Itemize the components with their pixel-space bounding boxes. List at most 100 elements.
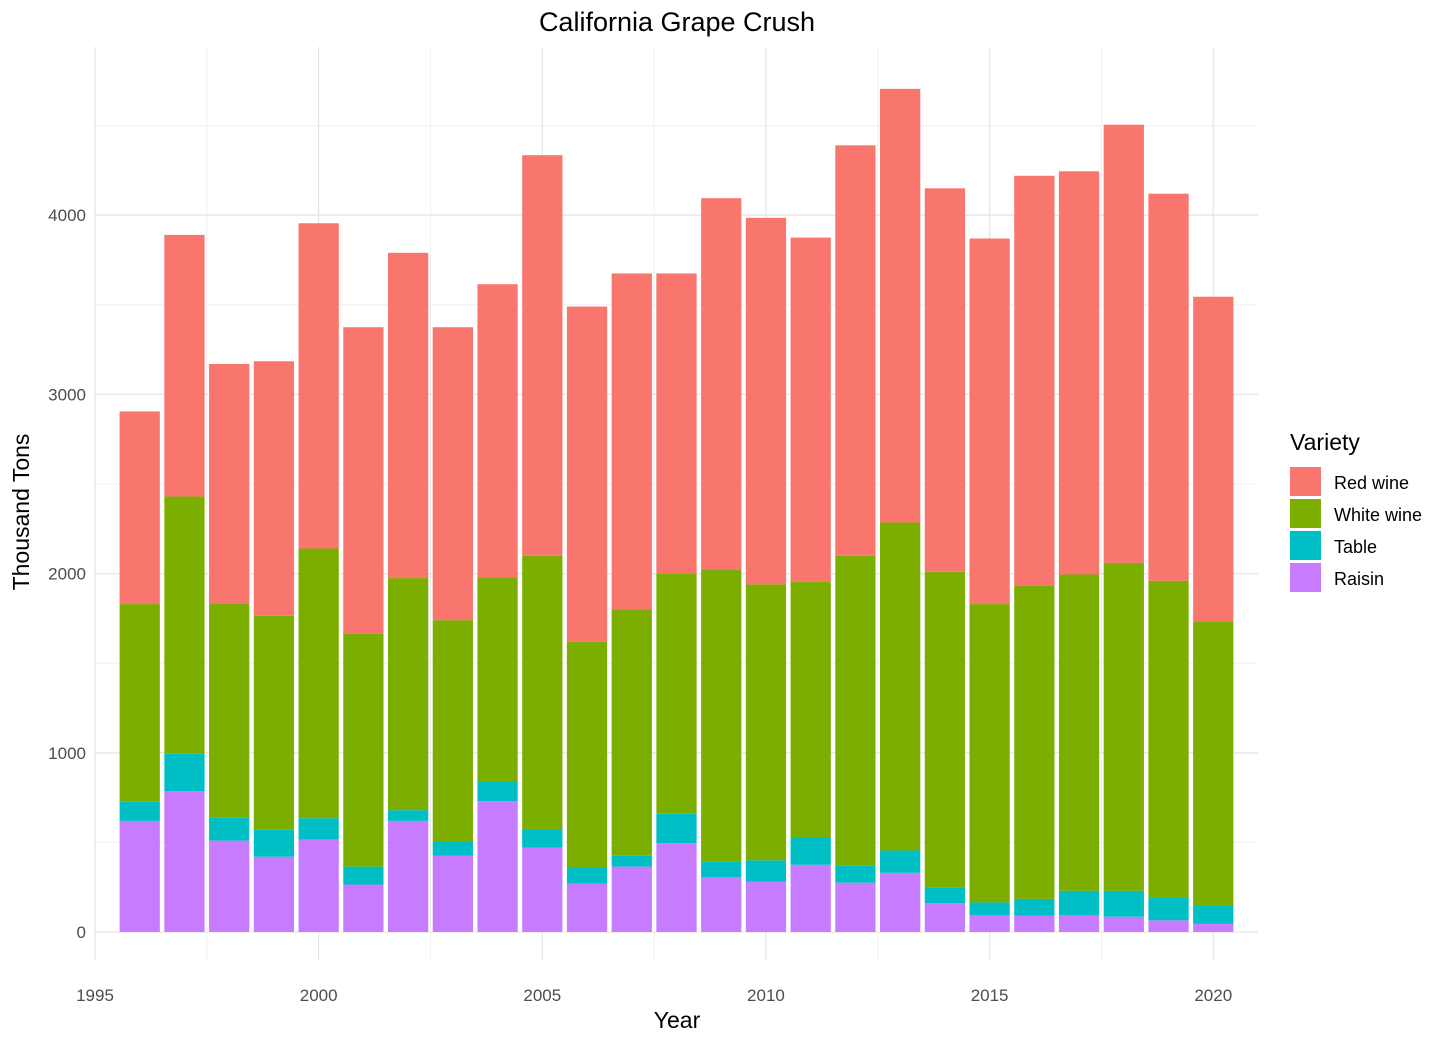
bar-table-2005 (522, 828, 563, 848)
bar-raisin-2002 (387, 820, 429, 932)
legend-label-raisin: Raisin (1334, 569, 1384, 589)
bar-red-wine-2014 (924, 188, 966, 572)
bar-white-wine-2005 (522, 555, 563, 829)
bar-table-2002 (387, 810, 429, 821)
bar-table-1999 (253, 829, 295, 857)
bar-table-2018 (1103, 890, 1144, 917)
bar-white-wine-2018 (1103, 562, 1144, 891)
bar-white-wine-2017 (1058, 574, 1100, 891)
bar-red-wine-2002 (387, 252, 429, 579)
legend-label-white-wine: White wine (1334, 505, 1422, 525)
bar-table-2003 (432, 841, 473, 856)
bar-red-wine-2004 (477, 284, 518, 578)
bar-table-2019 (1148, 897, 1189, 921)
bar-white-wine-2013 (880, 522, 921, 851)
bar-red-wine-2001 (343, 327, 384, 634)
bar-white-wine-2007 (611, 609, 652, 856)
bar-red-wine-1997 (164, 234, 205, 497)
bar-raisin-2012 (835, 882, 876, 932)
x-tick-label: 2000 (300, 986, 338, 1005)
bar-raisin-2020 (1193, 923, 1234, 932)
legend-swatch-white-wine (1290, 499, 1321, 528)
legend: Variety Red wine White wine Table Raisin (1290, 429, 1422, 592)
bar-raisin-2017 (1058, 914, 1100, 932)
bars-layer (119, 88, 1234, 932)
bar-table-2000 (298, 818, 339, 840)
bar-table-2001 (343, 866, 384, 885)
bar-red-wine-2018 (1103, 124, 1144, 563)
legend-label-table: Table (1334, 537, 1377, 557)
bar-table-2015 (969, 902, 1010, 915)
bar-white-wine-2003 (432, 620, 473, 842)
bar-table-2004 (477, 781, 518, 802)
x-tick-labels: 1995 2000 2005 2010 2015 2020 (76, 986, 1232, 1005)
bar-red-wine-2010 (745, 217, 787, 585)
y-tick-label: 0 (77, 923, 86, 942)
bar-table-2006 (566, 867, 608, 884)
bar-raisin-2016 (1014, 915, 1055, 932)
bar-white-wine-2002 (387, 578, 429, 811)
bar-table-1998 (209, 817, 250, 841)
legend-label-red-wine: Red wine (1334, 473, 1409, 493)
bar-red-wine-2009 (701, 198, 742, 571)
bar-raisin-1999 (253, 856, 295, 932)
bar-raisin-2001 (343, 884, 384, 932)
bar-red-wine-2008 (656, 273, 697, 574)
bar-red-wine-2003 (432, 327, 473, 621)
x-axis-title: Year (654, 1007, 701, 1033)
bar-table-1997 (164, 753, 205, 792)
legend-swatch-raisin (1290, 563, 1321, 592)
bar-table-1996 (119, 801, 160, 821)
bar-table-2020 (1193, 906, 1234, 924)
bar-white-wine-2006 (566, 641, 608, 868)
bar-raisin-2019 (1148, 920, 1189, 932)
bar-raisin-2018 (1103, 916, 1144, 932)
bar-red-wine-2019 (1148, 193, 1189, 581)
legend-swatch-red-wine (1290, 467, 1321, 496)
chart-title: California Grape Crush (539, 7, 815, 37)
bar-white-wine-2019 (1148, 580, 1189, 898)
bar-table-2009 (701, 861, 742, 878)
y-tick-label: 4000 (48, 206, 86, 225)
bar-red-wine-2016 (1014, 175, 1055, 586)
bar-table-2016 (1014, 898, 1055, 916)
bar-raisin-2006 (566, 883, 608, 932)
bar-table-2010 (745, 860, 787, 882)
bar-white-wine-2008 (656, 573, 697, 814)
bar-raisin-2004 (477, 801, 518, 932)
bar-raisin-1996 (119, 820, 160, 932)
bar-white-wine-1999 (253, 615, 295, 830)
bar-raisin-2007 (611, 866, 652, 932)
bar-white-wine-2016 (1014, 585, 1055, 899)
bar-raisin-2010 (745, 881, 787, 932)
bar-white-wine-2014 (924, 571, 966, 888)
legend-swatch-table (1290, 531, 1321, 560)
bar-table-2011 (790, 837, 831, 865)
bar-raisin-2005 (522, 847, 563, 932)
bar-table-2012 (835, 865, 876, 883)
bar-white-wine-2020 (1193, 621, 1234, 907)
bar-white-wine-2011 (790, 581, 831, 838)
x-tick-label: 2005 (523, 986, 561, 1005)
bar-white-wine-1996 (119, 604, 160, 802)
bar-red-wine-2006 (566, 306, 608, 642)
bar-white-wine-2000 (298, 548, 339, 819)
bar-raisin-2013 (880, 872, 921, 932)
bar-table-2017 (1058, 890, 1100, 915)
bar-red-wine-2011 (790, 237, 831, 582)
bar-table-2007 (611, 855, 652, 867)
bar-white-wine-2009 (701, 570, 742, 862)
bar-raisin-2009 (701, 877, 742, 932)
bar-raisin-1997 (164, 791, 205, 932)
bar-raisin-2008 (656, 843, 697, 932)
bar-white-wine-2001 (343, 633, 384, 867)
bar-red-wine-2012 (835, 145, 876, 556)
y-tick-label: 2000 (48, 565, 86, 584)
bar-raisin-2014 (924, 903, 966, 932)
bar-raisin-2003 (432, 855, 473, 932)
bar-table-2014 (924, 887, 966, 904)
y-tick-labels: 0 1000 2000 3000 4000 (48, 206, 86, 942)
bar-red-wine-1999 (253, 361, 295, 616)
bar-raisin-1998 (209, 840, 250, 932)
